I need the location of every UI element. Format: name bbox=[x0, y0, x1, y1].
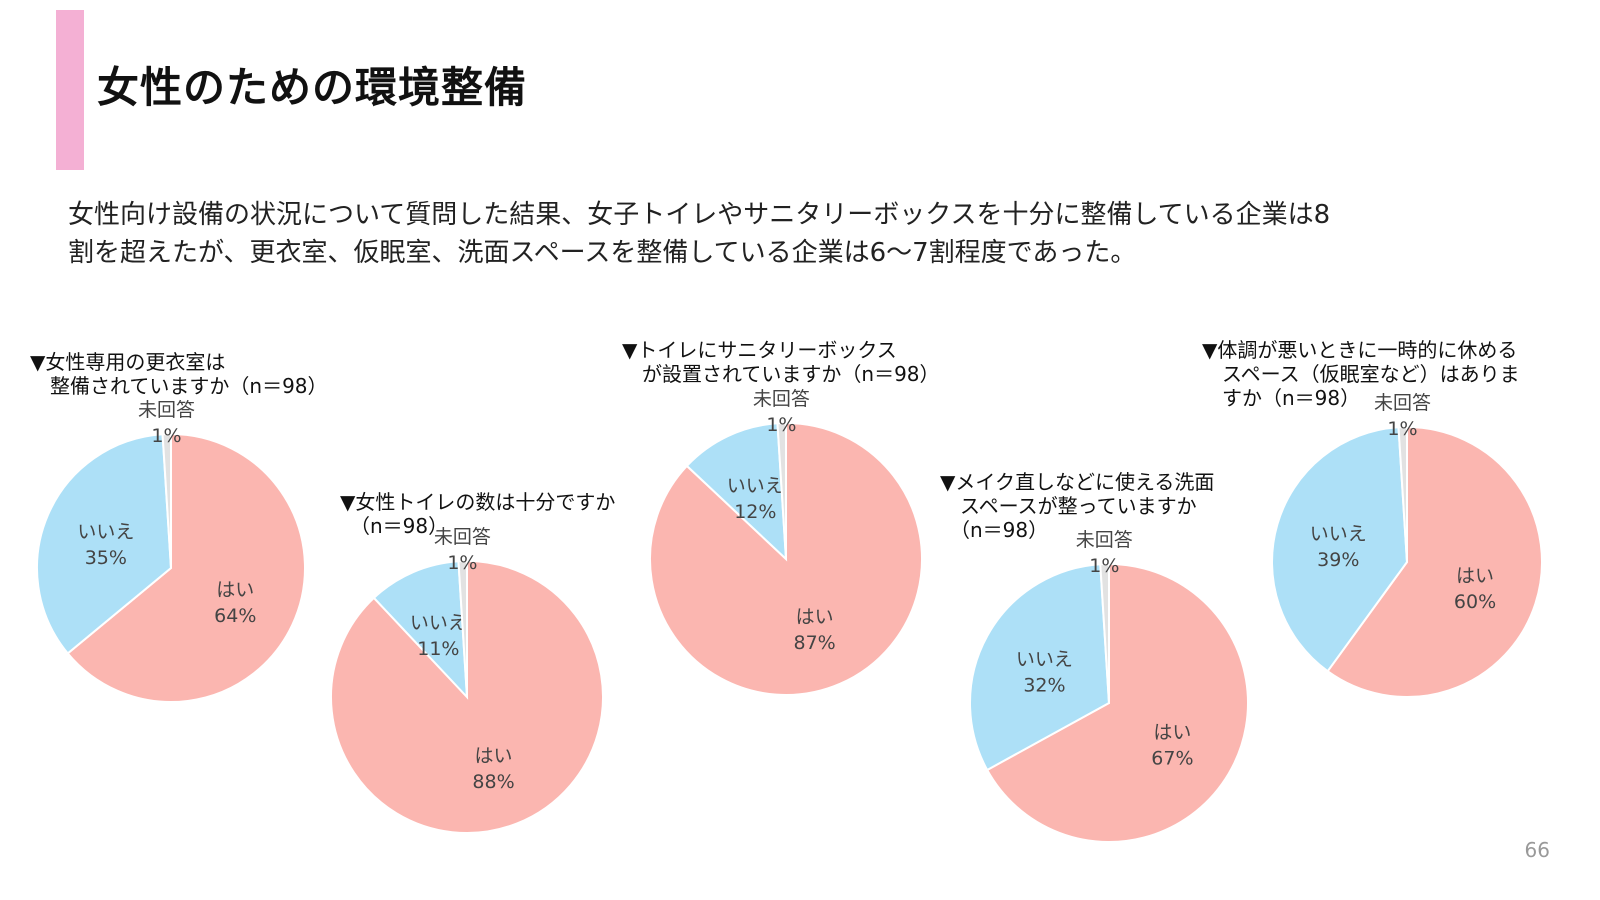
slice-no-answer bbox=[776, 421, 787, 560]
slice-percent-label: 39% bbox=[1317, 549, 1359, 571]
slice-category-label: いいえ bbox=[1016, 649, 1073, 671]
question-line: ▼女性専用の更衣室は bbox=[30, 350, 226, 374]
question-line: （n＝98） bbox=[340, 514, 449, 538]
slice-no-answer bbox=[1099, 562, 1110, 704]
pie-chart-toilet-count: はい 88% いいえ 11% 未回答 1% bbox=[330, 526, 604, 834]
question-line: が設置されていますか（n＝98） bbox=[622, 362, 940, 386]
summary-line: 割を超えたが、更衣室、仮眠室、洗面スペースを整備している企業は6〜7割程度であっ… bbox=[68, 238, 1137, 268]
slice-category-label: はい bbox=[475, 745, 513, 767]
title-accent-bar bbox=[56, 10, 84, 170]
slice-no-answer bbox=[457, 559, 468, 698]
pie-chart-rest-space: はい 60% いいえ 39% 未回答 1% bbox=[1271, 392, 1543, 698]
question-line: スペースが整っていますか bbox=[940, 494, 1197, 518]
question-wash-space: ▼メイク直しなどに使える洗面 スペースが整っていますか （n＝98） bbox=[940, 470, 1214, 542]
slice-yes bbox=[66, 432, 306, 703]
slice-category-label: 未回答 bbox=[434, 526, 491, 548]
slice-category-label: はい bbox=[1456, 565, 1494, 587]
slice-percent-label: 1% bbox=[766, 414, 796, 436]
pie-chart-changing-room: はい 64% いいえ 35% 未回答 1% bbox=[36, 399, 306, 703]
slice-percent-label: 35% bbox=[85, 547, 127, 569]
slice-percent-label: 32% bbox=[1023, 675, 1065, 697]
pie-chart-sanitary-box: はい 87% いいえ 12% 未回答 1% bbox=[649, 388, 923, 696]
question-changing-room: ▼女性専用の更衣室は 整備されていますか（n＝98） bbox=[30, 350, 328, 398]
slice-percent-label: 12% bbox=[734, 501, 776, 523]
slice-no bbox=[685, 422, 788, 562]
slice-category-label: はい bbox=[216, 579, 254, 601]
page-number: 66 bbox=[1524, 838, 1550, 862]
slice-category-label: いいえ bbox=[727, 475, 784, 497]
question-line: ▼トイレにサニタリーボックス bbox=[622, 338, 897, 362]
slice-percent-label: 11% bbox=[417, 638, 459, 660]
question-toilet-count: ▼女性トイレの数は十分ですか （n＝98） bbox=[340, 490, 615, 538]
question-line: 整備されていますか（n＝98） bbox=[30, 374, 328, 398]
summary-text: 女性向け設備の状況について質問した結果、女子トイレやサニタリーボックスを十分に整… bbox=[68, 196, 1548, 272]
slice-no bbox=[969, 563, 1111, 772]
slice-category-label: いいえ bbox=[410, 612, 467, 634]
slice-category-label: いいえ bbox=[77, 521, 134, 543]
slice-category-label: 未回答 bbox=[138, 399, 195, 421]
slice-category-label: 未回答 bbox=[753, 388, 810, 410]
question-line: （n＝98） bbox=[940, 518, 1049, 542]
slice-percent-label: 67% bbox=[1151, 748, 1193, 770]
slice-percent-label: 60% bbox=[1454, 591, 1496, 613]
question-line: ▼女性トイレの数は十分ですか bbox=[340, 490, 616, 514]
slice-percent-label: 88% bbox=[472, 771, 514, 793]
slice-percent-label: 1% bbox=[1089, 555, 1119, 577]
slice-yes bbox=[1326, 425, 1543, 698]
slice-category-label: 未回答 bbox=[1076, 529, 1133, 551]
question-line: ▼体調が悪いときに一時的に休める bbox=[1202, 338, 1518, 362]
slice-category-label: 未回答 bbox=[1374, 392, 1431, 414]
question-line: スペース（仮眠室など）はありま bbox=[1202, 362, 1520, 386]
slice-no bbox=[372, 560, 469, 700]
question-line: ▼メイク直しなどに使える洗面 bbox=[940, 470, 1215, 494]
slice-percent-label: 1% bbox=[1387, 418, 1417, 440]
slice-no bbox=[1271, 426, 1409, 673]
page-title: 女性のための環境整備 bbox=[97, 63, 528, 112]
slice-percent-label: 87% bbox=[794, 632, 836, 654]
summary-line: 女性向け設備の状況について質問した結果、女子トイレやサニタリーボックスを十分に整… bbox=[68, 200, 1331, 230]
slice-category-label: いいえ bbox=[1310, 523, 1367, 545]
slice-no-answer bbox=[161, 432, 172, 569]
slice-yes bbox=[985, 562, 1249, 843]
slice-category-label: はい bbox=[796, 606, 834, 628]
slice-percent-label: 64% bbox=[214, 605, 256, 627]
slice-percent-label: 1% bbox=[151, 425, 181, 447]
question-sanitary-box: ▼トイレにサニタリーボックス が設置されていますか（n＝98） bbox=[622, 338, 940, 386]
question-line: すか（n＝98） bbox=[1202, 386, 1361, 410]
slice-category-label: はい bbox=[1153, 722, 1191, 744]
pie-chart-wash-space: はい 67% いいえ 32% 未回答 1% bbox=[969, 529, 1249, 843]
question-rest-space: ▼体調が悪いときに一時的に休める スペース（仮眠室など）はありま すか（n＝98… bbox=[1202, 338, 1520, 410]
slice-no-answer bbox=[1397, 425, 1408, 563]
slice-percent-label: 1% bbox=[447, 552, 477, 574]
slice-no bbox=[36, 433, 173, 655]
